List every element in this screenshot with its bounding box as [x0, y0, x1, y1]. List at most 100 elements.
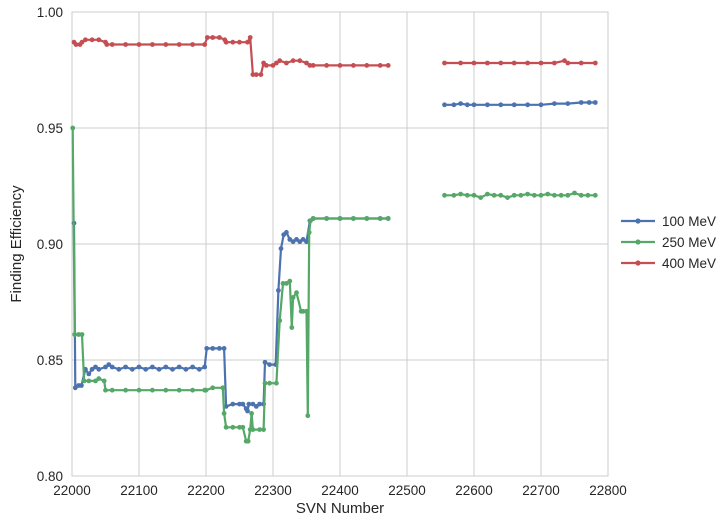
data-point — [310, 63, 316, 68]
data-point — [485, 60, 490, 66]
data-point — [204, 35, 210, 40]
data-point — [170, 366, 175, 372]
data-point — [176, 387, 182, 393]
data-point — [300, 237, 306, 242]
data-point — [337, 63, 343, 68]
x-tick-label: 22500 — [388, 483, 426, 498]
data-point — [552, 101, 557, 106]
data-point — [565, 101, 571, 106]
data-point — [210, 346, 216, 351]
data-point — [278, 246, 284, 252]
data-point — [150, 364, 155, 370]
y-tick-label: 0.80 — [37, 469, 63, 484]
data-point — [70, 125, 76, 131]
x-axis-title: SVN Number — [296, 500, 384, 517]
legend-marker — [635, 239, 641, 245]
data-point — [290, 295, 296, 300]
data-point — [284, 230, 289, 235]
data-point — [104, 42, 110, 47]
data-point — [230, 424, 236, 430]
data-point — [76, 332, 82, 337]
data-point — [163, 42, 169, 47]
data-point — [305, 413, 311, 419]
data-point — [498, 102, 504, 108]
data-point — [306, 230, 312, 235]
data-point — [123, 364, 128, 370]
data-point — [96, 376, 102, 381]
data-point — [442, 102, 447, 108]
data-point — [525, 102, 530, 108]
data-point — [203, 387, 209, 393]
data-point — [505, 195, 510, 201]
data-point — [289, 325, 295, 330]
data-point — [518, 192, 524, 198]
data-point — [204, 346, 210, 351]
legend-item: 100 MeV — [621, 214, 716, 229]
y-tick-label: 0.90 — [37, 237, 63, 252]
data-point — [217, 346, 222, 351]
data-point — [221, 346, 227, 351]
data-point — [525, 191, 530, 197]
data-point — [565, 60, 571, 66]
data-point — [136, 42, 142, 47]
legend-marker — [635, 260, 641, 266]
data-point — [304, 239, 309, 245]
data-point — [237, 39, 242, 45]
data-point — [531, 192, 537, 198]
data-point — [592, 192, 598, 198]
data-point — [511, 192, 517, 198]
data-point — [123, 42, 128, 47]
data-point — [558, 192, 564, 198]
data-point — [176, 364, 182, 370]
data-point — [79, 383, 84, 388]
data-point — [385, 216, 391, 221]
data-point — [262, 359, 268, 365]
data-point — [267, 362, 272, 367]
data-point — [300, 308, 306, 314]
x-tick-label: 22000 — [53, 483, 91, 498]
data-point — [538, 192, 544, 198]
data-point — [377, 63, 383, 68]
data-point — [324, 216, 329, 221]
data-point — [240, 424, 246, 430]
data-point — [83, 37, 88, 43]
x-tick-label: 22300 — [254, 483, 292, 498]
data-point — [478, 195, 484, 201]
data-point — [471, 192, 477, 198]
data-point — [202, 42, 208, 47]
data-point — [89, 366, 95, 372]
data-point — [230, 39, 236, 45]
data-point — [277, 58, 283, 64]
data-point — [270, 63, 276, 68]
x-tick-label: 22700 — [522, 483, 560, 498]
data-point — [511, 60, 517, 66]
data-point — [442, 192, 447, 198]
data-point — [246, 401, 252, 407]
data-point — [592, 60, 598, 66]
data-point — [287, 278, 293, 284]
data-point — [223, 39, 229, 45]
data-point — [72, 385, 78, 391]
data-point — [351, 63, 356, 68]
data-point — [103, 364, 108, 370]
legend: 100 MeV 250 MeV 400 MeV — [621, 214, 716, 271]
data-point — [190, 387, 196, 393]
grid — [71, 11, 609, 477]
data-point — [552, 60, 557, 66]
data-point — [129, 366, 135, 372]
tick-labels: 22000 22100 22200 22300 22400 22500 22600 22700… — [37, 5, 627, 498]
data-point — [220, 385, 226, 391]
data-point — [106, 362, 112, 367]
data-point — [257, 427, 262, 432]
data-point — [442, 60, 447, 66]
legend-label: 250 MeV — [662, 235, 716, 250]
data-point — [511, 102, 517, 108]
series-layer — [70, 35, 598, 444]
data-point — [324, 63, 329, 68]
y-axis-title: Finding Efficiency — [8, 185, 25, 303]
data-point — [284, 60, 289, 66]
data-point — [210, 385, 216, 391]
data-point — [578, 60, 584, 66]
